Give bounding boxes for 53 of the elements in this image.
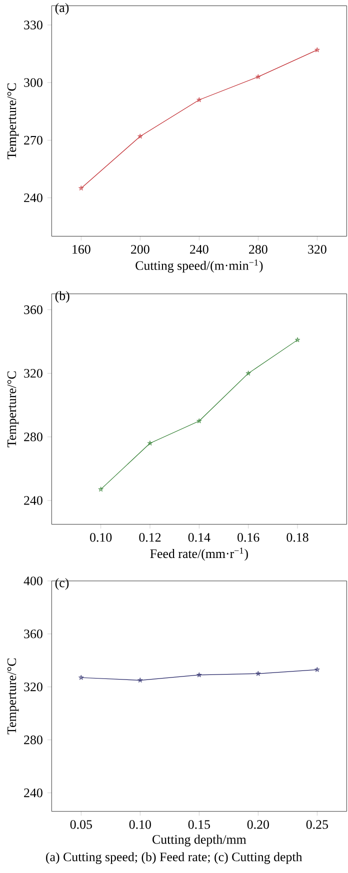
x-axis-title: Cutting depth/mm <box>152 834 246 846</box>
x-tick-label: 0.12 <box>139 533 161 542</box>
x-tick-label: 0.18 <box>286 533 308 542</box>
x-tick-label: 0.20 <box>248 820 270 829</box>
point <box>196 672 202 678</box>
point <box>295 337 300 342</box>
point <box>138 678 143 682</box>
y-tick-label: 320 <box>24 682 43 692</box>
y-axis-title: Temperture/°C <box>8 371 19 448</box>
x-axis-title: Feed rate/(mm·r$^{−1}$) <box>150 548 248 561</box>
point <box>196 97 202 102</box>
x-tick-label: 0.10 <box>130 820 152 829</box>
y-tick-label: 400 <box>24 576 43 586</box>
y-tick-label: 360 <box>24 630 43 638</box>
y-tick-label: 280 <box>24 736 43 744</box>
point <box>138 134 143 139</box>
point <box>314 666 320 672</box>
point <box>78 186 84 190</box>
y-tick-label: 240 <box>24 788 43 798</box>
x-tick-label: 0.10 <box>90 533 112 542</box>
chart-title: (c) <box>56 578 69 590</box>
point <box>246 370 252 376</box>
point <box>314 47 320 52</box>
y-tick-label: 240 <box>24 193 43 202</box>
y-tick-label: 270 <box>24 136 43 145</box>
y-tick-label: 300 <box>24 78 43 87</box>
x-tick-label: 280 <box>249 244 268 254</box>
x-tick-label: 0.15 <box>188 820 210 829</box>
y-tick-label: 320 <box>24 368 43 378</box>
x-tick-label: 200 <box>131 244 150 254</box>
y-tick-label: 240 <box>24 496 43 505</box>
x-tick-label: 0.25 <box>306 820 328 829</box>
x-tick-label: 0.16 <box>238 533 260 542</box>
point <box>256 670 261 676</box>
x-tick-label: 240 <box>190 244 209 254</box>
x-axis-title: Cutting speed/(m·min$^{−1}$) <box>136 260 263 273</box>
point <box>98 486 104 492</box>
point <box>256 74 261 80</box>
y-tick-label: 280 <box>24 432 43 442</box>
chart-title: (b) <box>56 291 70 303</box>
y-axis-title: Temperture/°C <box>8 83 19 160</box>
x-tick-label: 0.05 <box>70 820 92 829</box>
x-tick-label: 0.14 <box>188 533 210 542</box>
text: (a) Cutting speed; (b) Feed rate; (c) Cutting depth <box>46 852 302 864</box>
point <box>148 440 153 446</box>
y-tick-label: 360 <box>24 305 43 314</box>
point <box>196 418 202 424</box>
y-tick-label: 330 <box>24 20 43 30</box>
point <box>78 674 84 680</box>
chart-title: (a) <box>56 2 69 15</box>
y-axis-title: Temperture/°C <box>8 658 19 734</box>
x-tick-label: 320 <box>308 244 327 254</box>
x-tick-label: 160 <box>72 244 91 254</box>
